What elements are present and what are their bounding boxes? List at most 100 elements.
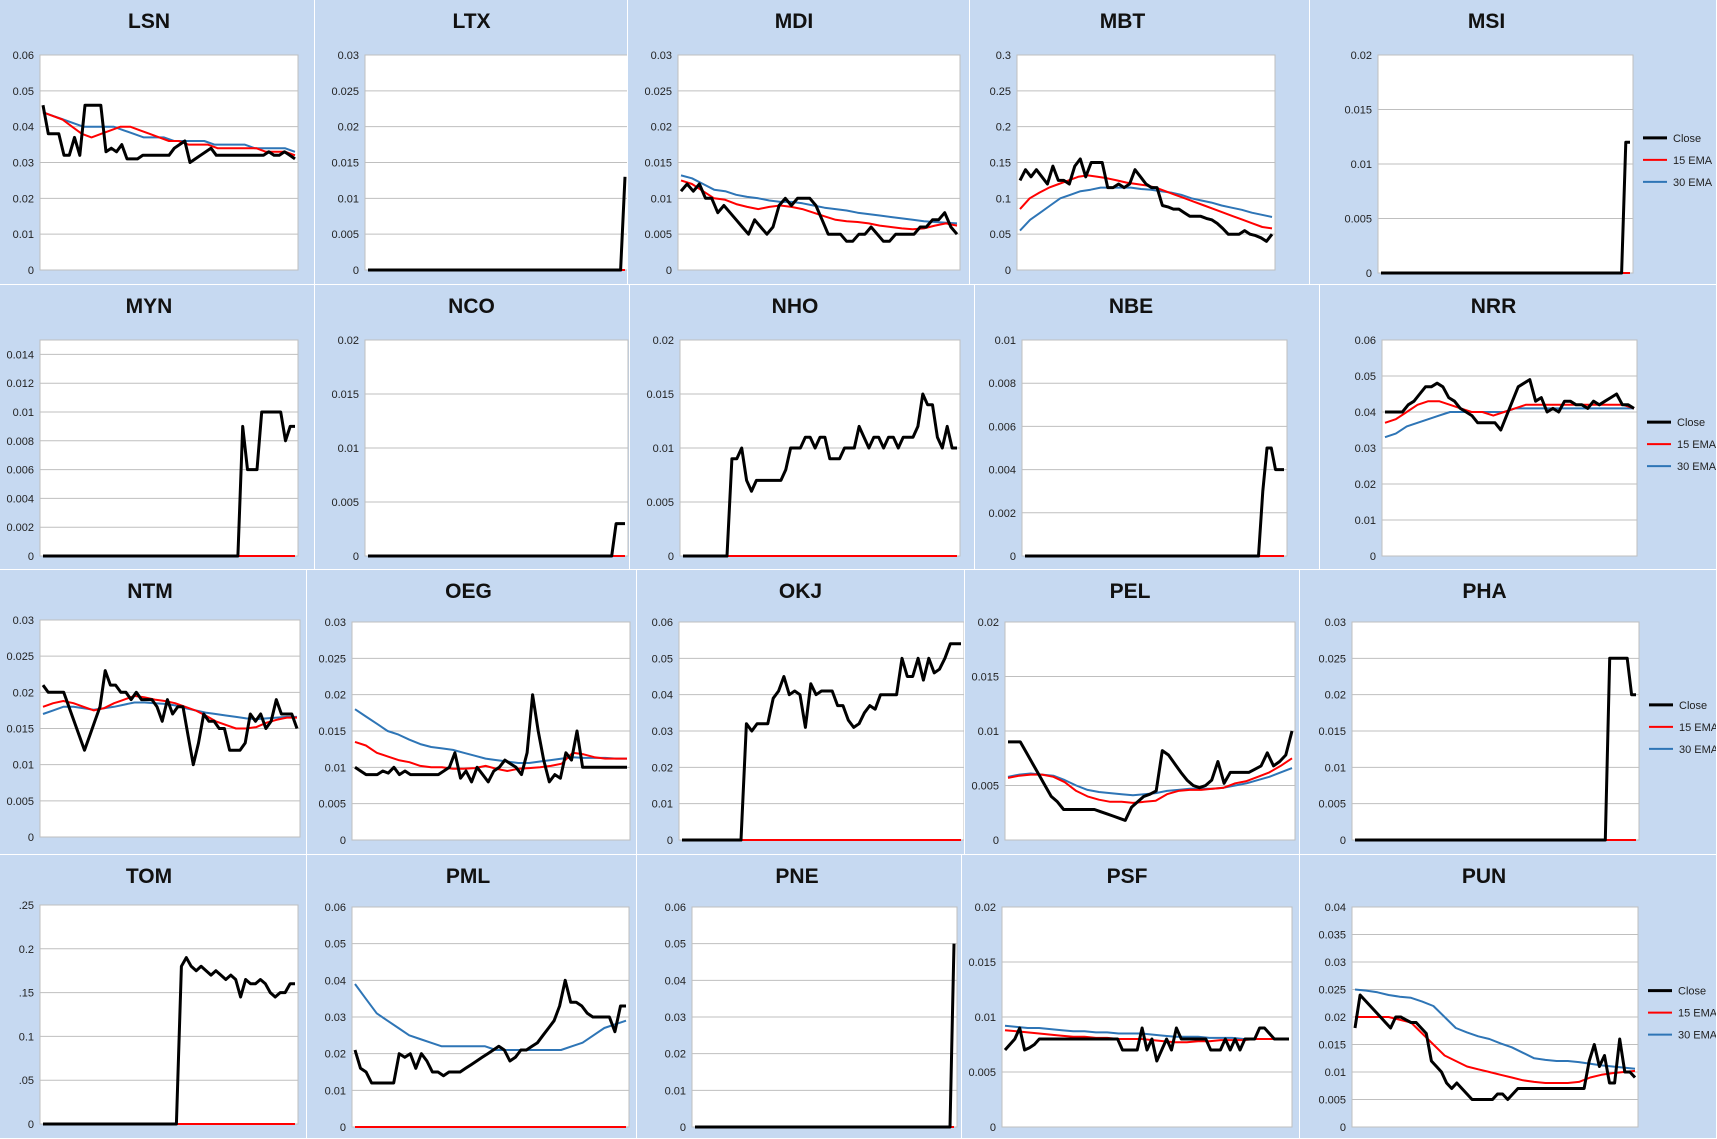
- chart-panel-nrr: NRR 0 0.01 0.02 0.03 0.04 0.05 0.06 Close 15 EMA 3…: [1320, 285, 1717, 570]
- chart-svg: 0 0.01 0.02 0.03 0.04 0.05 0.06: [665, 902, 958, 1134]
- y-tick-label: 0.004: [6, 493, 34, 505]
- y-tick-label: 0.015: [318, 726, 346, 738]
- chart-svg: 0 0.005 0.01 0.015 0.02 0.025 0.03: [6, 615, 301, 844]
- chart-title: MDI: [774, 10, 814, 33]
- legend-label-ema30: 30 EMA: [1677, 461, 1717, 473]
- chart-title: PHA: [1462, 580, 1507, 603]
- legend-label-ema15: 15 EMA: [1677, 439, 1717, 451]
- chart-svg: 0 0.01 0.02 0.03 0.04 0.05 0.06: [652, 617, 964, 847]
- series-line-close: [682, 642, 961, 842]
- chart-svg: 0 0.005 0.01 0.015 0.02 0.025 0.03: [644, 50, 961, 277]
- y-tick-label: 0.01: [995, 335, 1016, 347]
- y-tick-label: 0: [993, 835, 999, 847]
- chart-title: LSN: [128, 10, 170, 33]
- series-line-close: [353, 978, 626, 1085]
- y-tick-label: 0.02: [13, 687, 34, 699]
- y-tick-label: 0.015: [644, 158, 672, 170]
- y-tick-label: 0.01: [1355, 515, 1376, 527]
- y-tick-label: 0: [28, 1119, 34, 1131]
- y-tick-label: 0.3: [996, 50, 1011, 62]
- y-tick-label: 0.01: [1325, 1067, 1346, 1079]
- y-tick-label: 0.05: [665, 939, 686, 951]
- series-line-ema15: [1355, 1016, 1636, 1084]
- y-tick-label: 0.02: [651, 122, 672, 134]
- chart-svg: 0 0.005 0.01 0.015 0.02 0.025 0.03 Close 15 EMA 3…: [1318, 617, 1717, 847]
- y-tick-label: 0.025: [1318, 985, 1346, 997]
- chart-panel-tom: TOM 0 .05 0.1 .15 0.2 .25: [0, 855, 307, 1139]
- y-tick-label: 0.01: [652, 799, 673, 811]
- series-line-ema30: [1019, 186, 1273, 232]
- legend-label-ema30: 30 EMA: [1678, 1030, 1717, 1042]
- chart-svg: 0 0.005 0.01 0.015 0.02 0.025 0.03: [318, 617, 631, 847]
- series-line-close: [1025, 446, 1284, 558]
- y-tick-label: 0.035: [1318, 930, 1346, 942]
- y-tick-label: 0.02: [13, 193, 34, 205]
- chart-panel-mbt: MBT 0 0.05 0.1 0.15 0.2 0.25 0.3: [970, 0, 1310, 285]
- series-line-close: [41, 669, 299, 767]
- chart-svg: 0 0.01 0.02 0.03 0.04 0.05 0.06 Close 15 EMA 30 E…: [1355, 335, 1717, 563]
- series-line-close: [1353, 993, 1637, 1101]
- series-line-close: [1008, 730, 1294, 822]
- y-tick-label: 0.025: [318, 653, 346, 665]
- y-tick-label: 0.015: [971, 672, 999, 684]
- series-line-close: [1381, 140, 1630, 275]
- series-line-close: [683, 392, 957, 558]
- y-tick-label: 0.02: [1355, 479, 1376, 491]
- y-tick-label: 0.005: [971, 781, 999, 793]
- y-tick-label: .05: [19, 1075, 34, 1087]
- series-line-close: [41, 103, 296, 164]
- y-tick-label: 0: [1366, 268, 1372, 280]
- legend-label-ema15: 15 EMA: [1679, 722, 1717, 734]
- chart-title: PSF: [1106, 865, 1148, 888]
- y-tick-label: 0.005: [331, 229, 359, 241]
- chart-svg: 0 0.005 0.01 0.015 0.02: [331, 335, 629, 563]
- chart-svg: 0 0.01 0.02 0.03 0.04 0.05 0.06: [325, 902, 630, 1134]
- y-tick-label: 0.008: [988, 378, 1016, 390]
- chart-panel-nbe: NBE 0 0.002 0.004 0.006 0.008 0.01: [975, 285, 1320, 570]
- series-line-ema15: [42, 694, 297, 730]
- y-tick-label: 0.01: [1351, 159, 1372, 171]
- legend-label-ema30: 30 EMA: [1679, 744, 1717, 756]
- chart-panel-pel: PEL 0 0.005 0.01 0.015 0.02: [965, 570, 1300, 855]
- y-tick-label: 0: [990, 1122, 996, 1134]
- y-tick-label: 0.03: [652, 726, 673, 738]
- series-line-close: [368, 522, 625, 558]
- y-tick-label: 0.005: [646, 497, 674, 509]
- y-tick-label: 0.2: [996, 122, 1011, 134]
- y-tick-label: 0.002: [988, 508, 1016, 520]
- chart-panel-pne: PNE 0 0.01 0.02 0.03 0.04 0.05 0.06: [637, 855, 962, 1139]
- y-tick-label: 0.03: [1325, 957, 1346, 969]
- y-tick-label: 0.01: [975, 1012, 996, 1024]
- chart-panel-nho: NHO 0 0.005 0.01 0.015 0.02: [630, 285, 975, 570]
- chart-svg: 0 0.005 0.01 0.015 0.02: [971, 617, 1296, 847]
- legend-label-close: Close: [1677, 417, 1705, 429]
- chart-title: NCO: [448, 295, 495, 318]
- y-tick-label: 0.05: [990, 229, 1011, 241]
- chart-title: NTM: [127, 580, 173, 603]
- y-tick-label: 0.01: [651, 193, 672, 205]
- y-tick-label: 0: [1340, 1122, 1346, 1134]
- y-tick-label: 0: [1005, 265, 1011, 277]
- y-tick-label: 0.03: [13, 158, 34, 170]
- chart-svg: 0 0.005 0.01 0.015 0.02: [646, 335, 961, 563]
- y-tick-label: 0.002: [6, 522, 34, 534]
- chart-title: OEG: [445, 580, 492, 603]
- y-tick-label: 0.02: [1325, 1012, 1346, 1024]
- y-tick-label: 0.05: [652, 653, 673, 665]
- y-tick-label: 0.005: [1344, 214, 1372, 226]
- chart-svg: 0 0.002 0.004 0.006 0.008 0.01: [988, 335, 1288, 563]
- y-tick-label: 0: [340, 1122, 346, 1134]
- y-tick-label: 0.04: [652, 690, 673, 702]
- series-line-ema30: [1004, 1024, 1289, 1040]
- y-tick-label: 0: [667, 835, 673, 847]
- chart-title: LTX: [452, 10, 491, 33]
- y-tick-label: 0.004: [988, 465, 1016, 477]
- y-tick-label: 0.005: [1318, 1095, 1346, 1107]
- series-line-ema15: [1007, 757, 1293, 804]
- chart-panel-ltx: LTX 0 0.005 0.01 0.015 0.02 0.025 0.03: [315, 0, 628, 285]
- y-tick-label: 0.01: [338, 443, 359, 455]
- chart-title: PNE: [775, 865, 819, 888]
- chart-title: TOM: [125, 865, 173, 888]
- legend-label-close: Close: [1678, 986, 1706, 998]
- y-tick-label: 0.06: [13, 50, 34, 62]
